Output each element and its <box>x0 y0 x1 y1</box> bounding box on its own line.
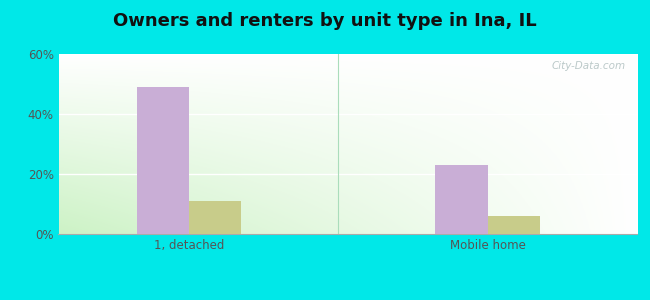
Bar <box>436 165 488 234</box>
Text: Owners and renters by unit type in Ina, IL: Owners and renters by unit type in Ina, … <box>113 12 537 30</box>
Text: City-Data.com: City-Data.com <box>551 61 625 71</box>
Bar <box>137 87 189 234</box>
Legend: Owner occupied units, Renter occupied units: Owner occupied units, Renter occupied un… <box>179 299 517 300</box>
Bar <box>488 216 540 234</box>
Bar <box>189 201 241 234</box>
